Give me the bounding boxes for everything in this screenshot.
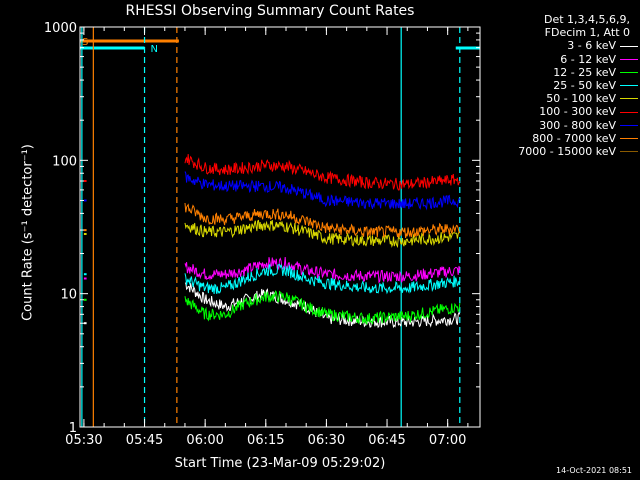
- legend-swatch: [620, 71, 638, 73]
- series-line: [184, 202, 461, 239]
- legend-label: 3 - 6 keV: [567, 39, 616, 53]
- legend-entry: 7000 - 15000 keV: [478, 145, 638, 158]
- legend-swatch: [620, 58, 638, 60]
- legend-swatch: [620, 85, 638, 87]
- x-tick-label: 06:15: [247, 433, 284, 448]
- legend-swatch: [620, 151, 638, 153]
- legend-swatch: [620, 111, 638, 113]
- legend-entry: 300 - 800 keV: [478, 119, 638, 132]
- legend-label: 12 - 25 keV: [553, 65, 616, 79]
- legend-entry: 25 - 50 keV: [478, 79, 638, 92]
- series-line: [184, 290, 461, 325]
- legend-swatch: [620, 124, 638, 126]
- series-line: [184, 256, 461, 284]
- x-tick-label: 05:45: [126, 433, 163, 448]
- flag-label: S: [82, 37, 88, 48]
- legend-label: 25 - 50 keV: [553, 79, 616, 93]
- y-axis-label: Count Rate (s⁻¹ detector⁻¹): [20, 144, 36, 321]
- legend-entry: 3 - 6 keV: [478, 39, 638, 52]
- legend-swatch: [620, 137, 638, 139]
- series-line: [184, 154, 461, 191]
- y-tick-label: 1: [69, 421, 77, 436]
- y-tick-label: 100: [52, 154, 77, 169]
- legend-entry: 100 - 300 keV: [478, 105, 638, 118]
- x-tick-label: 07:00: [429, 433, 466, 448]
- legend-entry: 6 - 12 keV: [478, 53, 638, 66]
- x-axis-label: Start Time (23-Mar-09 05:29:02): [174, 456, 386, 471]
- legend: Det 1,3,4,5,6,9, FDecim 1, Att 0 3 - 6 k…: [478, 13, 638, 158]
- series-line: [184, 171, 461, 211]
- legend-decimation-line: FDecim 1, Att 0: [544, 26, 630, 40]
- legend-label: 800 - 7000 keV: [532, 131, 616, 145]
- series-line: [184, 219, 461, 249]
- flag-label: N: [151, 44, 158, 55]
- legend-swatch: [620, 98, 638, 100]
- legend-label: 50 - 100 keV: [546, 92, 616, 106]
- series-line: [184, 263, 461, 295]
- legend-label: 6 - 12 keV: [560, 52, 616, 66]
- x-tick-label: 06:30: [308, 433, 345, 448]
- y-tick-label: 1000: [44, 21, 77, 36]
- timestamp: 14-Oct-2021 08:51: [556, 466, 632, 475]
- legend-swatch: [620, 45, 638, 47]
- x-tick-label: 06:45: [368, 433, 405, 448]
- x-tick-label: 05:30: [65, 433, 102, 448]
- y-tick-label: 10: [60, 288, 77, 303]
- plot-frame: [79, 26, 481, 428]
- legend-detector-line: Det 1,3,4,5,6,9,: [543, 13, 630, 26]
- legend-entry: 800 - 7000 keV: [478, 132, 638, 145]
- x-tick-label: 06:00: [186, 433, 223, 448]
- legend-entry: 50 - 100 keV: [478, 92, 638, 105]
- legend-label: 300 - 800 keV: [539, 118, 616, 132]
- legend-label: 100 - 300 keV: [539, 105, 616, 119]
- legend-entry: 12 - 25 keV: [478, 66, 638, 79]
- legend-label: 7000 - 15000 keV: [518, 145, 616, 159]
- chart-title: RHESSI Observing Summary Count Rates: [125, 3, 415, 19]
